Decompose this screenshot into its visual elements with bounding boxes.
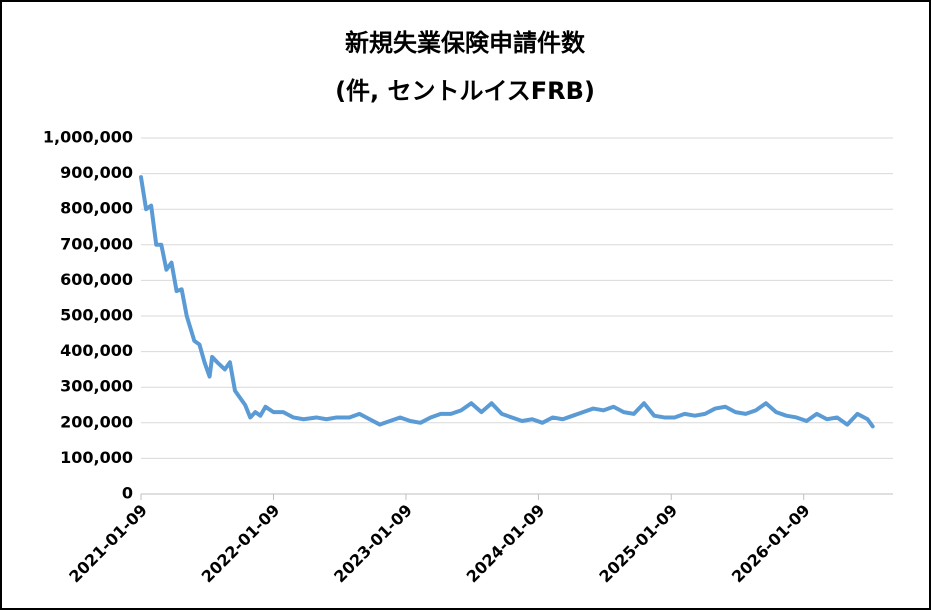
chart-subtitle: (件, セントルイスFRB) — [335, 77, 595, 105]
y-tick-label: 700,000 — [60, 234, 133, 253]
y-tick-label: 0 — [122, 484, 133, 503]
y-tick-label: 400,000 — [60, 341, 133, 360]
y-tick-label: 300,000 — [60, 377, 133, 396]
y-tick-label: 900,000 — [60, 163, 133, 182]
data-line — [139, 175, 875, 429]
y-tick-label: 100,000 — [60, 448, 133, 467]
y-tick-label: 800,000 — [60, 199, 133, 218]
y-tick-label: 200,000 — [60, 412, 133, 431]
y-tick-label: 600,000 — [60, 270, 133, 289]
y-tick-label: 1,000,000 — [43, 128, 133, 147]
y-tick-label: 500,000 — [60, 306, 133, 325]
chart-title: 新規失業保険申請件数 — [345, 29, 586, 57]
